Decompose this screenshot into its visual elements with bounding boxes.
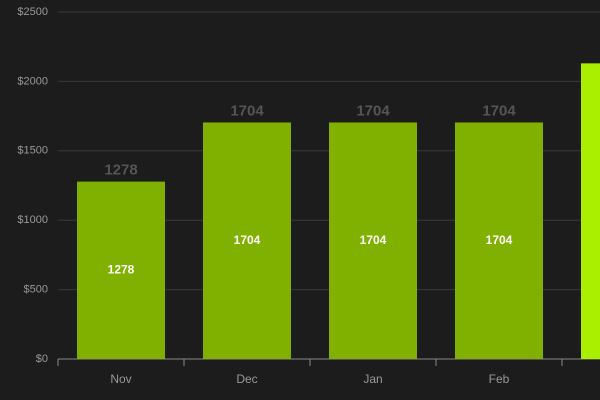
y-tick-label: $1000 <box>17 214 48 226</box>
value-label: 1278 <box>108 262 135 276</box>
bar <box>77 181 165 359</box>
value-label-top: 1704 <box>356 102 390 119</box>
bar <box>329 122 417 359</box>
bar <box>581 63 600 360</box>
x-tick-label: Feb <box>489 372 510 386</box>
bar <box>455 122 543 359</box>
x-tick-label: Dec <box>236 372 257 386</box>
y-tick-label: $2500 <box>17 6 48 18</box>
value-label-top: 1278 <box>104 162 137 179</box>
value-label: 1704 <box>234 233 261 247</box>
x-tick-label: Nov <box>110 372 131 386</box>
y-tick-label: $1500 <box>17 145 48 157</box>
value-label: 1704 <box>360 233 387 247</box>
y-tick-label: $500 <box>24 284 48 296</box>
y-tick-label: $0 <box>36 353 48 365</box>
value-label-top: 1704 <box>230 102 264 119</box>
bar <box>203 122 291 359</box>
y-tick-label: $2000 <box>17 75 48 87</box>
value-label-top: 1704 <box>482 102 516 119</box>
value-label: 1704 <box>486 233 513 247</box>
x-tick-label: Jan <box>363 372 382 386</box>
